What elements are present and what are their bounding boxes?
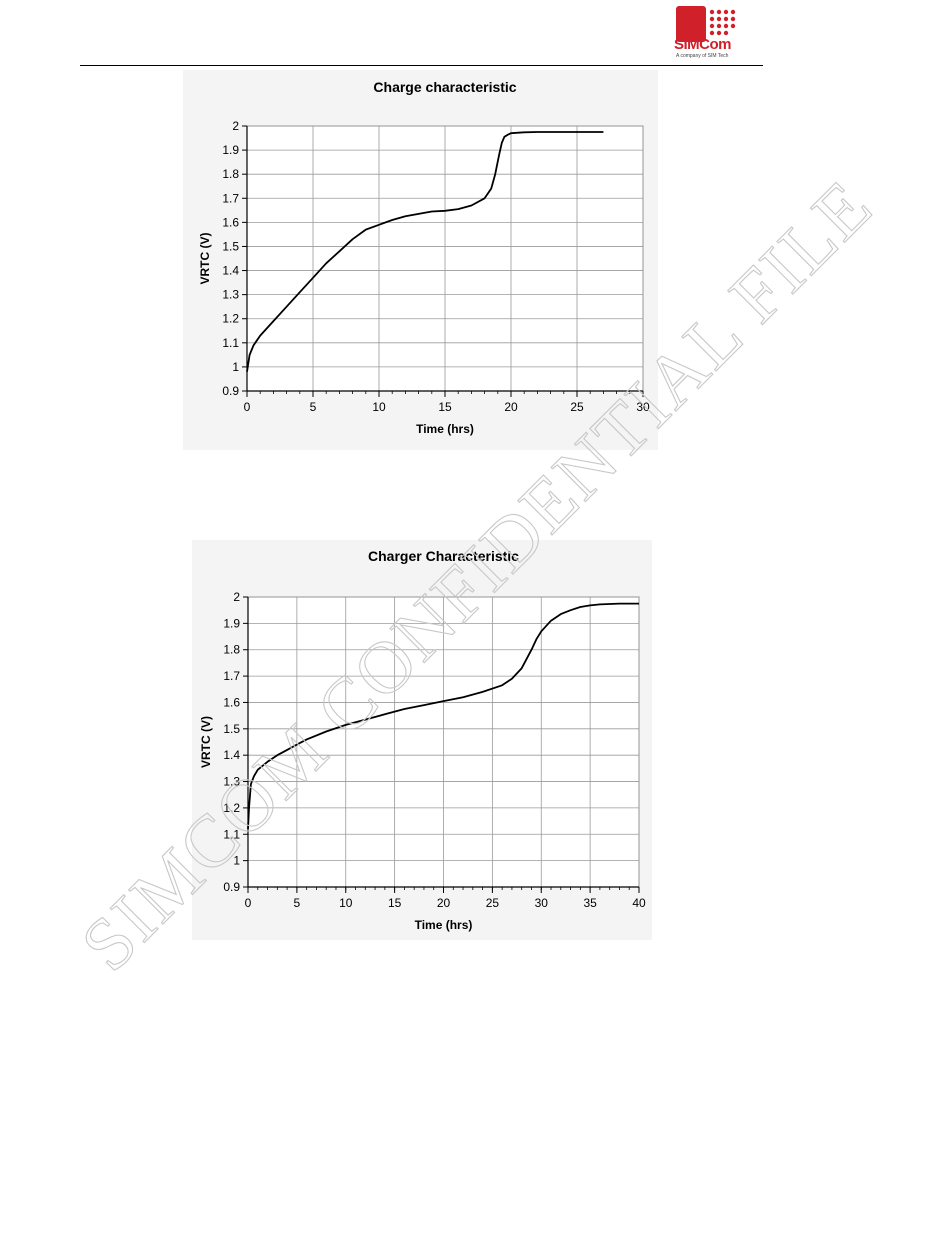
y-tick-label: 1.8 bbox=[222, 167, 239, 181]
y-tick-label: 1.5 bbox=[223, 722, 240, 736]
y-tick-label: 2 bbox=[233, 590, 240, 604]
logo-wordmark: SIMCom bbox=[674, 36, 732, 53]
x-tick-label: 25 bbox=[570, 400, 584, 414]
x-tick-label: 10 bbox=[372, 400, 386, 414]
y-tick-label: 1.9 bbox=[222, 143, 239, 157]
x-tick-label: 10 bbox=[339, 896, 353, 910]
y-tick-label: 1.2 bbox=[223, 801, 240, 815]
x-tick-label: 5 bbox=[294, 896, 301, 910]
y-tick-label: 1.8 bbox=[223, 643, 240, 657]
x-tick-label: 40 bbox=[632, 896, 646, 910]
y-tick-label: 0.9 bbox=[223, 880, 240, 894]
x-tick-label: 5 bbox=[310, 400, 317, 414]
y-tick-label: 1.5 bbox=[222, 239, 239, 253]
x-axis-label: Time (hrs) bbox=[416, 422, 474, 436]
x-tick-label: 0 bbox=[244, 400, 251, 414]
x-tick-label: 35 bbox=[583, 896, 597, 910]
series-line bbox=[246, 131, 604, 372]
x-tick-label: 0 bbox=[245, 896, 252, 910]
y-tick-label: 0.9 bbox=[222, 384, 239, 398]
x-axis-label: Time (hrs) bbox=[415, 918, 473, 932]
y-tick-label: 1.4 bbox=[223, 748, 240, 762]
logo-tagline: A company of SIM Tech bbox=[676, 53, 729, 59]
x-tick-label: 15 bbox=[438, 400, 452, 414]
y-tick-label: 1.1 bbox=[223, 827, 240, 841]
chart-charger-characteristic: Charger Characteristic 0.9 1 1.1 1.2 1.3 1.4 1.… bbox=[192, 540, 652, 940]
chart-title: Charge characteristic bbox=[373, 79, 516, 95]
y-tick-label: 1 bbox=[233, 854, 240, 868]
series-line bbox=[247, 602, 639, 830]
y-tick-label: 1.3 bbox=[222, 288, 239, 302]
y-tick-label: 1.3 bbox=[223, 775, 240, 789]
y-tick-label: 1.7 bbox=[223, 669, 240, 683]
chart-title: Charger Characteristic bbox=[368, 548, 519, 564]
y-tick-label: 1 bbox=[232, 360, 239, 374]
x-tick-label: 25 bbox=[486, 896, 500, 910]
logo-dot-grid bbox=[709, 9, 736, 36]
y-tick-label: 1.9 bbox=[223, 616, 240, 630]
y-axis-label: VRTC (V) bbox=[198, 233, 212, 285]
y-tick-label: 1.1 bbox=[222, 336, 239, 350]
x-tick-label: 20 bbox=[504, 400, 518, 414]
x-tick-label: 30 bbox=[636, 400, 650, 414]
x-tick-label: 20 bbox=[437, 896, 451, 910]
simcom-logo bbox=[676, 6, 736, 42]
y-tick-label: 1.7 bbox=[222, 191, 239, 205]
y-tick-label: 1.2 bbox=[222, 312, 239, 326]
y-axis-label: VRTC (V) bbox=[199, 716, 213, 768]
chart-charge-characteristic: Charge characteristic 0.9 1 1.1 1.2 1.3 1.4 1.5… bbox=[183, 70, 658, 450]
header-divider bbox=[80, 65, 763, 66]
y-tick-label: 1.6 bbox=[223, 695, 240, 709]
y-tick-label: 1.6 bbox=[222, 215, 239, 229]
y-tick-label: 2 bbox=[232, 119, 239, 133]
y-tick-label: 1.4 bbox=[222, 264, 239, 278]
x-tick-label: 30 bbox=[535, 896, 549, 910]
logo-red-block bbox=[676, 6, 706, 42]
x-tick-label: 15 bbox=[388, 896, 402, 910]
